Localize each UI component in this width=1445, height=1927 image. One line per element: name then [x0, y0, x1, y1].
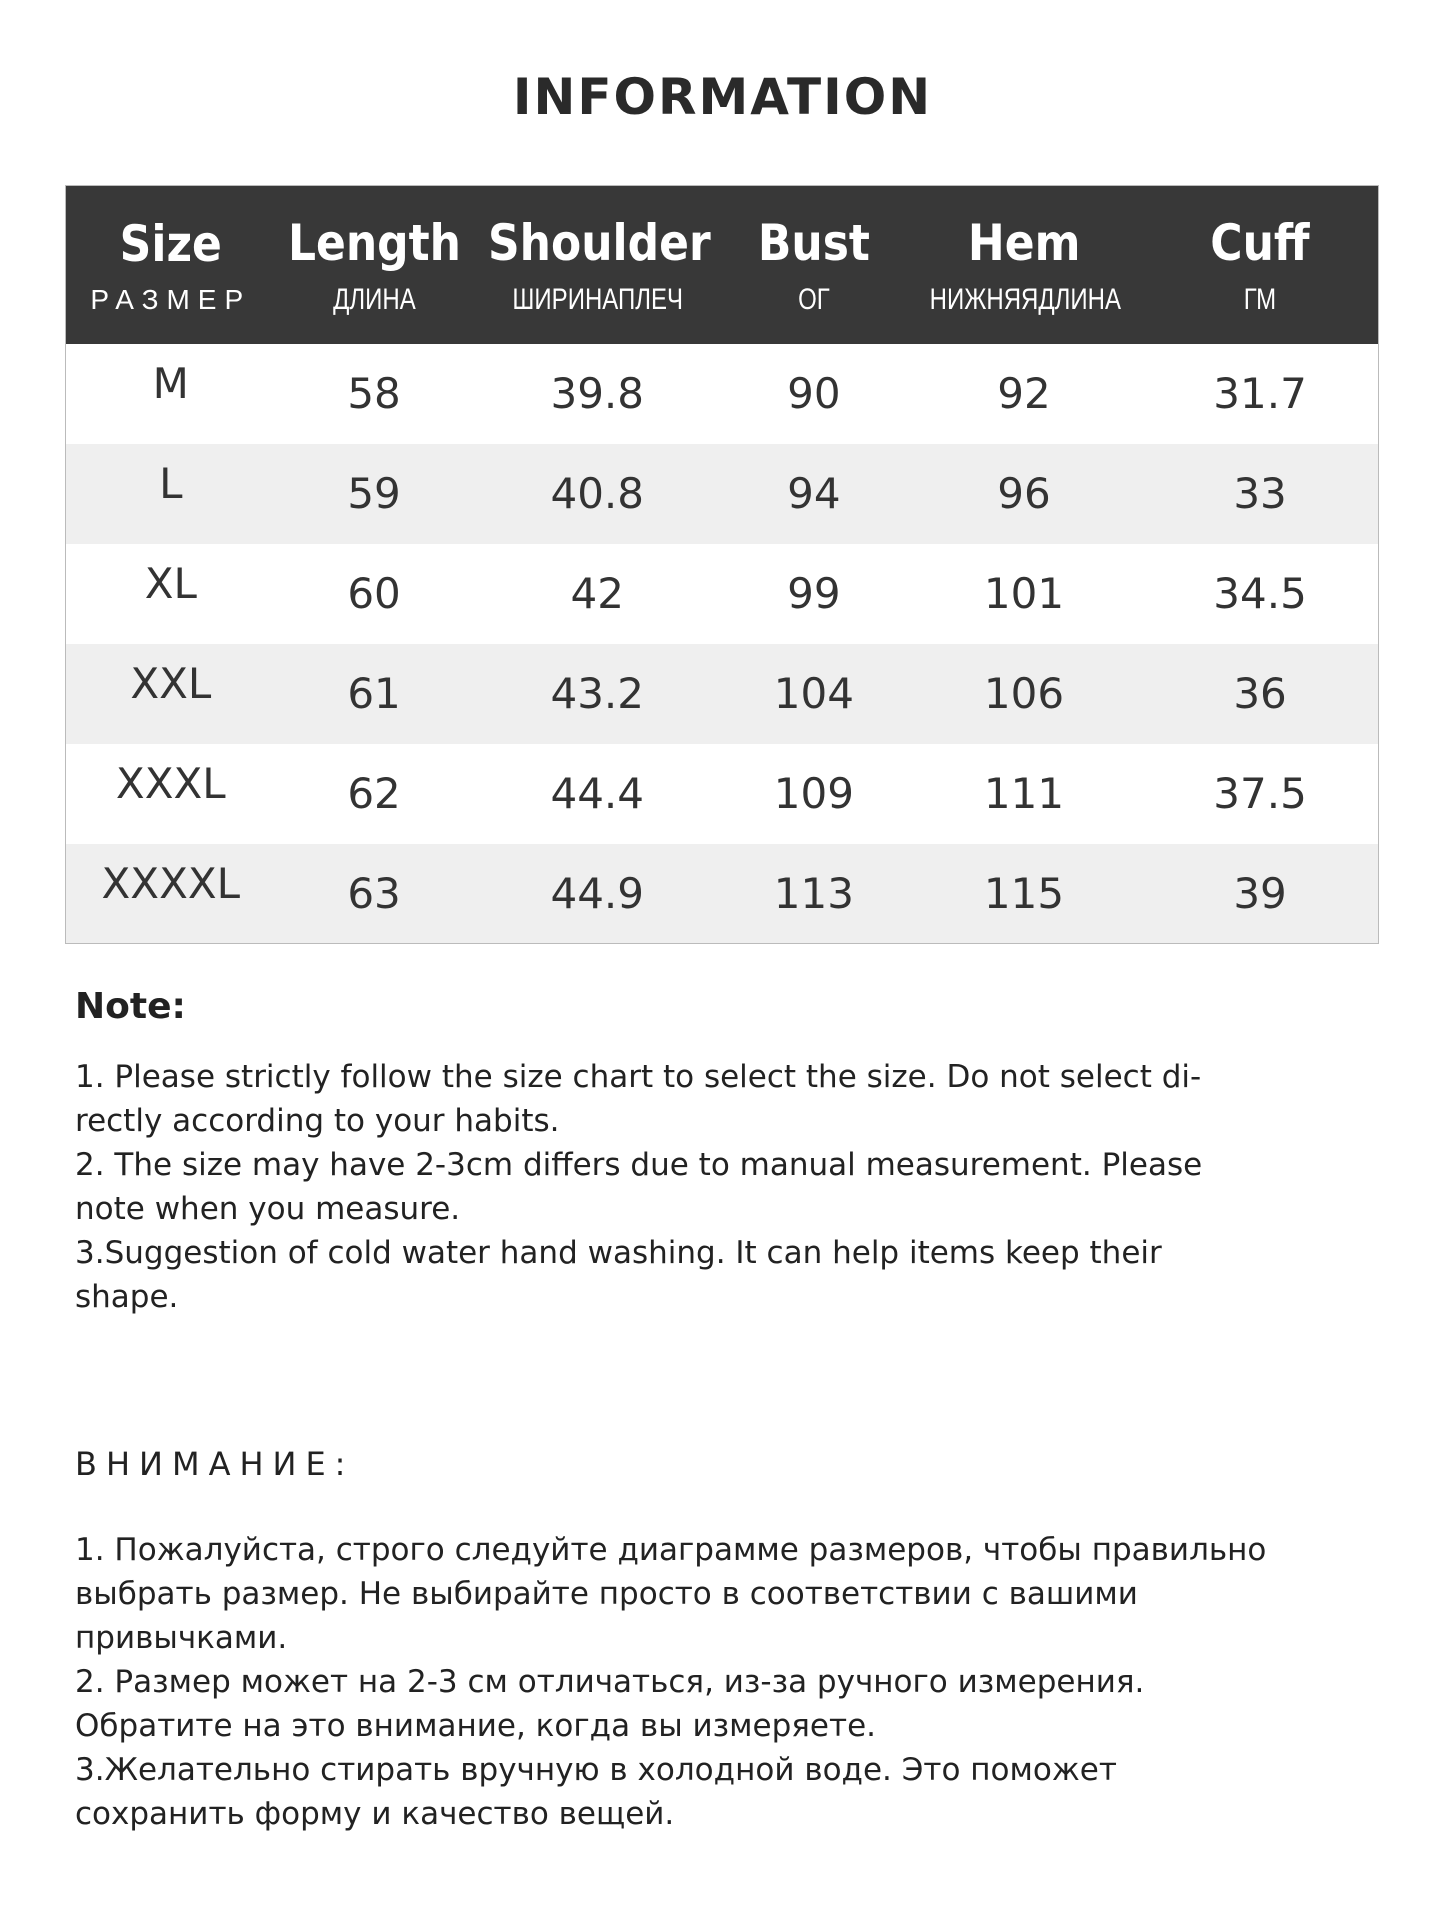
header-en: Size — [119, 214, 222, 273]
header-en: Bust — [757, 213, 870, 272]
column-header: Cuff ГМ — [1142, 186, 1378, 344]
note-line: 3.Suggestion of cold water hand washing.… — [75, 1235, 1162, 1271]
value-cell: 39.8 — [550, 369, 644, 418]
table-row: XXXL 62 44.4 109 111 37.5 — [65, 743, 1379, 844]
value-cell: 60 — [347, 569, 401, 618]
value-cell: 99 — [787, 569, 841, 618]
note-line: rectly according to your habits. — [75, 1103, 560, 1139]
size-cell: XXXL — [115, 759, 226, 808]
value-cell: 43.2 — [550, 669, 644, 718]
note-heading: Note: — [75, 986, 186, 1027]
note-english: Note: 1. Please strictly follow the size… — [75, 985, 1375, 1319]
value-cell: 31.7 — [1213, 369, 1307, 418]
value-cell: 34.5 — [1213, 569, 1307, 618]
note-line: shape. — [75, 1279, 179, 1315]
page-title: INFORMATION — [512, 68, 933, 126]
note-russian: ВНИМАНИЕ: 1. Пожалуйста, строго следуйте… — [75, 1442, 1375, 1836]
header-ru: ГМ — [1243, 282, 1277, 316]
note-line: 2. Размер может на 2-3 см отличаться, из… — [75, 1664, 1145, 1700]
value-cell: 58 — [347, 369, 401, 418]
value-cell: 92 — [997, 369, 1051, 418]
column-header: Hem НИЖНЯЯДЛИНА — [906, 186, 1142, 344]
value-cell: 33 — [1233, 469, 1287, 518]
value-cell: 94 — [787, 469, 841, 518]
header-en: Cuff — [1210, 213, 1310, 272]
table-header: Size РАЗМЕР Length ДЛИНА Shoulder ШИРИНАПЛЕЧ B… — [65, 185, 1379, 344]
header-ru: НИЖНЯЯДЛИНА — [929, 282, 1121, 316]
size-cell: L — [159, 459, 183, 508]
value-cell: 42 — [570, 569, 624, 618]
value-cell: 96 — [997, 469, 1051, 518]
size-chart-table: Size РАЗМЕР Length ДЛИНА Shoulder ШИРИНАПЛЕЧ B… — [65, 185, 1379, 944]
value-cell: 39 — [1233, 868, 1287, 918]
value-cell: 44.9 — [550, 868, 644, 918]
table-row: M 58 39.8 90 92 31.7 — [65, 343, 1379, 444]
table-body: M 58 39.8 90 92 31.7 L 59 40.8 94 96 33 XL 60 42 99 101 3… — [65, 343, 1379, 944]
note-line: сохранить форму и качество вещей. — [75, 1796, 675, 1832]
size-cell: XXL — [130, 659, 212, 708]
header-en: Shoulder — [487, 213, 711, 272]
column-header: Bust ОГ — [722, 186, 906, 344]
note-line: 3.Желательно стирать вручную в холодной … — [75, 1752, 1117, 1788]
header-ru: ДЛИНА — [332, 282, 416, 316]
table-row: XXL 61 43.2 104 106 36 — [65, 643, 1379, 744]
value-cell: 62 — [347, 769, 401, 818]
value-cell: 109 — [773, 769, 854, 818]
value-cell: 111 — [983, 769, 1065, 818]
note-line: 1. Пожалуйста, строго следуйте диаграмме… — [75, 1532, 1267, 1568]
column-header: Shoulder ШИРИНАПЛЕЧ — [473, 186, 722, 344]
header-ru: ШИРИНАПЛЕЧ — [511, 282, 683, 316]
header-ru: РАЗМЕР — [90, 283, 252, 315]
size-cell: XL — [144, 559, 197, 608]
value-cell: 90 — [787, 369, 841, 418]
value-cell: 40.8 — [550, 469, 644, 518]
value-cell: 115 — [983, 868, 1065, 918]
value-cell: 61 — [347, 669, 401, 718]
column-header: Length ДЛИНА — [276, 186, 473, 344]
header-en: Length — [287, 213, 461, 272]
note-heading-ru: ВНИМАНИЕ: — [75, 1445, 355, 1483]
note-line: Обратите на это внимание, когда вы измер… — [75, 1708, 876, 1744]
value-cell: 63 — [347, 868, 401, 918]
value-cell: 104 — [773, 669, 854, 718]
value-cell: 44.4 — [550, 769, 644, 818]
table-row: XL 60 42 99 101 34.5 — [65, 543, 1379, 644]
value-cell: 101 — [983, 569, 1065, 618]
note-line: 1. Please strictly follow the size chart… — [75, 1059, 1202, 1095]
value-cell: 59 — [347, 469, 401, 518]
column-header: Size РАЗМЕР — [66, 186, 276, 344]
size-cell: M — [152, 359, 189, 408]
note-line: привычками. — [75, 1620, 288, 1656]
note-line: note when you measure. — [75, 1191, 461, 1227]
value-cell: 106 — [983, 669, 1065, 718]
value-cell: 36 — [1233, 669, 1287, 718]
header-ru: ОГ — [798, 282, 830, 316]
value-cell: 37.5 — [1213, 769, 1307, 818]
value-cell: 113 — [773, 868, 854, 918]
table-row: XXXXL 63 44.9 113 115 39 — [65, 843, 1379, 944]
header-en: Hem — [967, 213, 1081, 272]
note-line: выбрать размер. Не выбирайте просто в со… — [75, 1576, 1138, 1612]
table-row: L 59 40.8 94 96 33 — [65, 443, 1379, 544]
size-cell: XXXXL — [101, 858, 241, 908]
note-line: 2. The size may have 2-3cm differs due t… — [75, 1147, 1203, 1183]
